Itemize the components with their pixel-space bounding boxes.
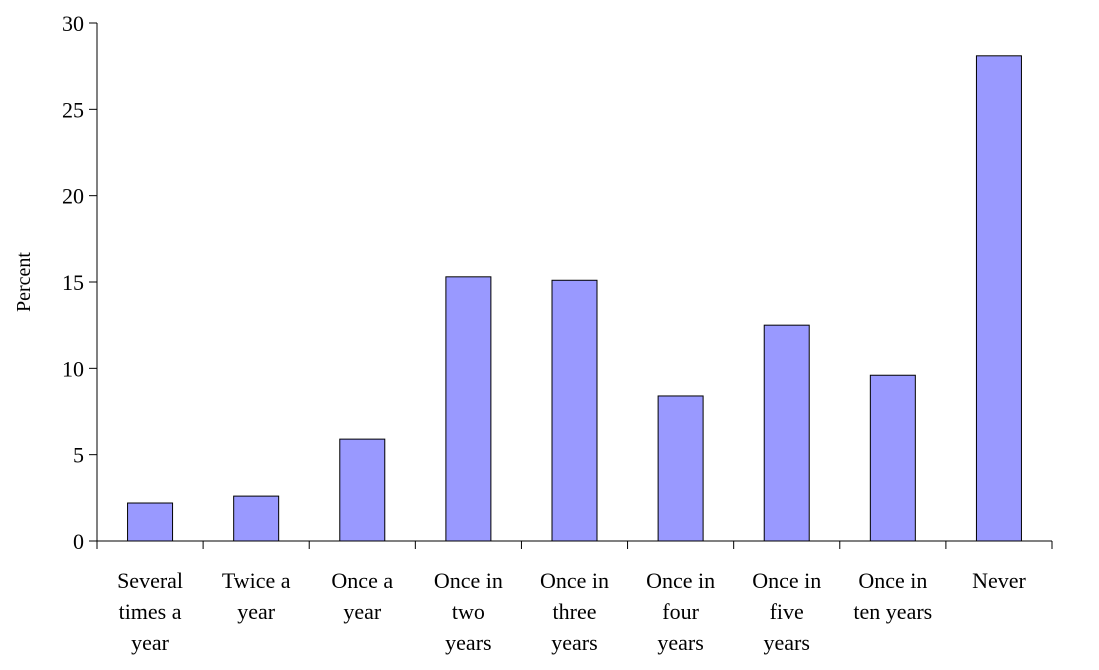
y-tick-label: 25 [62, 97, 84, 122]
x-category-label: Once in five years [752, 568, 821, 655]
y-tick-label: 5 [73, 443, 84, 468]
x-category-label-line: Twice a [222, 568, 291, 593]
x-category-label-line: Once in [540, 568, 609, 593]
x-category-label-line: year [131, 630, 170, 655]
y-axis-title: Percent [13, 252, 35, 312]
bar [657, 395, 704, 542]
y-tick-label: 20 [62, 184, 84, 209]
x-category-label-line: years [657, 630, 703, 655]
bar [127, 502, 174, 542]
x-category-label: Once a year [331, 568, 393, 624]
bar [869, 374, 916, 542]
bar [445, 276, 492, 542]
x-category-label-line: years [551, 630, 597, 655]
x-category-label-line: Several [117, 568, 183, 593]
x-category-label: Never [972, 568, 1026, 593]
x-category-label-line: two [452, 599, 485, 624]
plot-area: 0 5 10 15 20 25 30 Several times a year Twice a yea… [62, 11, 1053, 655]
x-category-label-line: Once in [434, 568, 503, 593]
y-tick-label: 0 [73, 529, 84, 554]
x-category-label-line: times a [119, 599, 182, 624]
x-category-label-line: ten years [853, 599, 932, 624]
x-category-label-line: Once a [331, 568, 393, 593]
x-category-label-line: Never [972, 568, 1026, 593]
y-tick-label: 15 [62, 270, 84, 295]
y-tick-label: 30 [62, 11, 84, 36]
x-category-label: Once in ten years [853, 568, 932, 624]
x-category-label-line: five [770, 599, 804, 624]
x-category-label-line: four [662, 599, 699, 624]
x-category-label: Twice a year [222, 568, 291, 624]
x-category-label-line: year [343, 599, 382, 624]
x-category-label-line: Once in [752, 568, 821, 593]
bar [763, 324, 810, 542]
x-category-label: Once in three years [540, 568, 609, 655]
x-category-label: Several times a year [117, 568, 183, 655]
x-category-label: Once in four years [646, 568, 715, 655]
x-category-label-line: Once in [646, 568, 715, 593]
x-category-label-line: Once in [858, 568, 927, 593]
bar [233, 495, 280, 542]
x-category-label: Once in two years [434, 568, 503, 655]
bar [339, 438, 386, 542]
x-category-label-line: year [237, 599, 276, 624]
x-category-label-line: years [445, 630, 491, 655]
bar [551, 279, 598, 542]
x-category-label-line: three [553, 599, 597, 624]
bar [975, 55, 1022, 542]
y-tick-label: 10 [62, 356, 84, 381]
x-category-label-line: years [764, 630, 810, 655]
